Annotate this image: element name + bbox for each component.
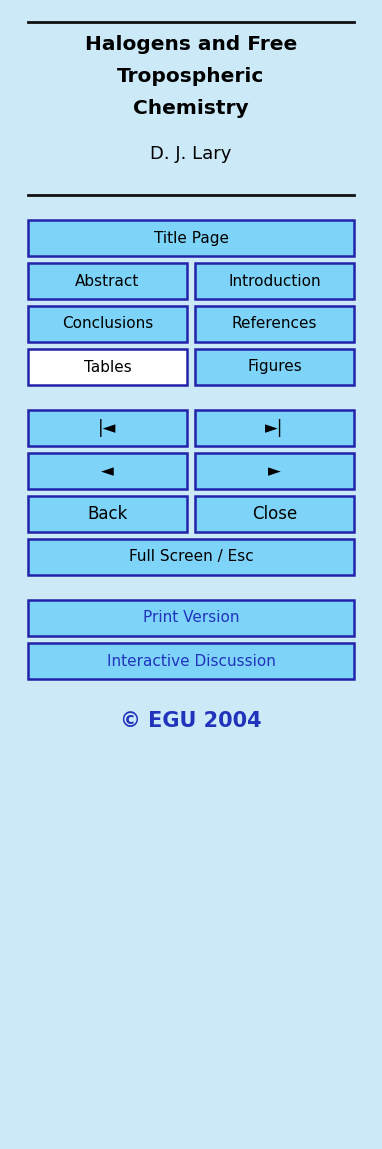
FancyBboxPatch shape	[195, 410, 354, 446]
Text: Tables: Tables	[84, 360, 131, 375]
Text: © EGU 2004: © EGU 2004	[120, 711, 262, 731]
FancyBboxPatch shape	[195, 306, 354, 342]
Text: References: References	[232, 316, 317, 332]
Text: |◄: |◄	[98, 419, 117, 437]
FancyBboxPatch shape	[28, 600, 354, 637]
Text: Print Version: Print Version	[143, 610, 239, 625]
Text: Back: Back	[87, 506, 128, 523]
FancyBboxPatch shape	[195, 349, 354, 385]
Text: Title Page: Title Page	[154, 231, 228, 246]
FancyBboxPatch shape	[28, 539, 354, 574]
Text: Figures: Figures	[247, 360, 302, 375]
Text: Introduction: Introduction	[228, 273, 321, 288]
FancyBboxPatch shape	[28, 496, 187, 532]
FancyBboxPatch shape	[195, 263, 354, 299]
Text: ►: ►	[268, 462, 281, 480]
Text: Chemistry: Chemistry	[133, 99, 249, 118]
Text: ►|: ►|	[265, 419, 284, 437]
Text: Abstract: Abstract	[75, 273, 140, 288]
FancyBboxPatch shape	[28, 263, 187, 299]
Text: Halogens and Free: Halogens and Free	[85, 34, 297, 54]
FancyBboxPatch shape	[28, 643, 354, 679]
Text: Conclusions: Conclusions	[62, 316, 153, 332]
Text: Tropospheric: Tropospheric	[117, 67, 265, 86]
Text: Close: Close	[252, 506, 297, 523]
Text: Interactive Discussion: Interactive Discussion	[107, 654, 275, 669]
FancyBboxPatch shape	[28, 410, 187, 446]
FancyBboxPatch shape	[195, 453, 354, 489]
Text: Full Screen / Esc: Full Screen / Esc	[129, 549, 253, 564]
FancyBboxPatch shape	[28, 306, 187, 342]
FancyBboxPatch shape	[28, 349, 187, 385]
FancyBboxPatch shape	[28, 453, 187, 489]
Text: ◄: ◄	[101, 462, 114, 480]
Text: D. J. Lary: D. J. Lary	[150, 145, 232, 163]
FancyBboxPatch shape	[28, 219, 354, 256]
FancyBboxPatch shape	[195, 496, 354, 532]
